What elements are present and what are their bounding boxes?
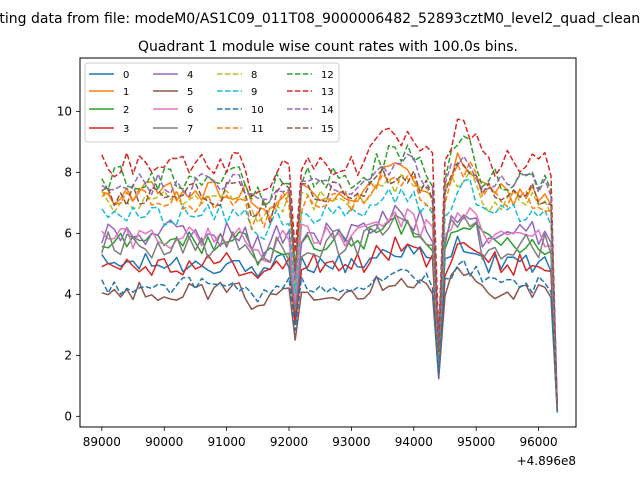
legend-label-1: 1 bbox=[123, 87, 129, 98]
legend-label-9: 9 bbox=[251, 87, 257, 98]
series-line-1 bbox=[101, 152, 559, 410]
legend-label-3: 3 bbox=[123, 124, 129, 135]
series-line-5 bbox=[101, 266, 559, 413]
series-line-12 bbox=[101, 135, 559, 410]
series-line-7 bbox=[101, 214, 559, 412]
y-tick-label-10: 10 bbox=[57, 104, 72, 118]
x-tick-label-90000: 90000 bbox=[145, 435, 183, 449]
x-tick-label-96000: 96000 bbox=[519, 435, 557, 449]
series-line-15 bbox=[101, 162, 559, 410]
x-tick-label-91000: 91000 bbox=[208, 435, 246, 449]
legend-label-5: 5 bbox=[187, 87, 193, 98]
series-line-2 bbox=[101, 216, 559, 411]
legend-label-10: 10 bbox=[251, 105, 264, 116]
legend-label-12: 12 bbox=[321, 70, 334, 81]
x-axis: 89000 90000 91000 92000 93000 94000 95000 96000 bbox=[83, 427, 558, 449]
plot-frame bbox=[79, 57, 577, 428]
series-line-13 bbox=[101, 118, 559, 409]
y-tick-label-0: 0 bbox=[64, 409, 72, 423]
series-layer bbox=[101, 118, 559, 413]
legend-label-15: 15 bbox=[321, 124, 334, 135]
x-tick-label-94000: 94000 bbox=[395, 435, 433, 449]
series-line-14 bbox=[101, 153, 559, 410]
legend-label-2: 2 bbox=[123, 105, 129, 116]
legend-label-14: 14 bbox=[321, 105, 334, 116]
legend-frame bbox=[84, 62, 340, 143]
legend-label-4: 4 bbox=[187, 70, 193, 81]
series-line-4 bbox=[101, 204, 559, 411]
x-tick-label-89000: 89000 bbox=[83, 435, 121, 449]
y-tick-label-8: 8 bbox=[64, 165, 72, 179]
x-tick-label-92000: 92000 bbox=[270, 435, 308, 449]
chart-title: Quadrant 1 module wise count rates with … bbox=[138, 39, 518, 55]
x-tick-label-93000: 93000 bbox=[332, 435, 370, 449]
y-tick-label-6: 6 bbox=[64, 226, 72, 240]
legend-label-0: 0 bbox=[123, 70, 129, 81]
x-offset-label: +4.896e8 bbox=[517, 454, 576, 468]
legend-label-8: 8 bbox=[251, 70, 257, 81]
legend-label-7: 7 bbox=[187, 124, 193, 135]
legend-label-11: 11 bbox=[251, 124, 264, 135]
series-line-10 bbox=[101, 259, 559, 413]
legend-label-13: 13 bbox=[321, 87, 334, 98]
series-line-9 bbox=[101, 178, 559, 411]
y-axis: 0 2 4 6 8 10 bbox=[57, 104, 80, 423]
chart-suptitle: Plotting data from file: modeM0/AS1C09_0… bbox=[0, 11, 640, 27]
x-tick-label-95000: 95000 bbox=[457, 435, 495, 449]
series-line-3 bbox=[101, 236, 559, 412]
y-tick-label-2: 2 bbox=[64, 348, 72, 362]
y-tick-label-4: 4 bbox=[64, 287, 72, 301]
legend-label-6: 6 bbox=[187, 105, 193, 116]
series-line-11 bbox=[101, 160, 559, 410]
